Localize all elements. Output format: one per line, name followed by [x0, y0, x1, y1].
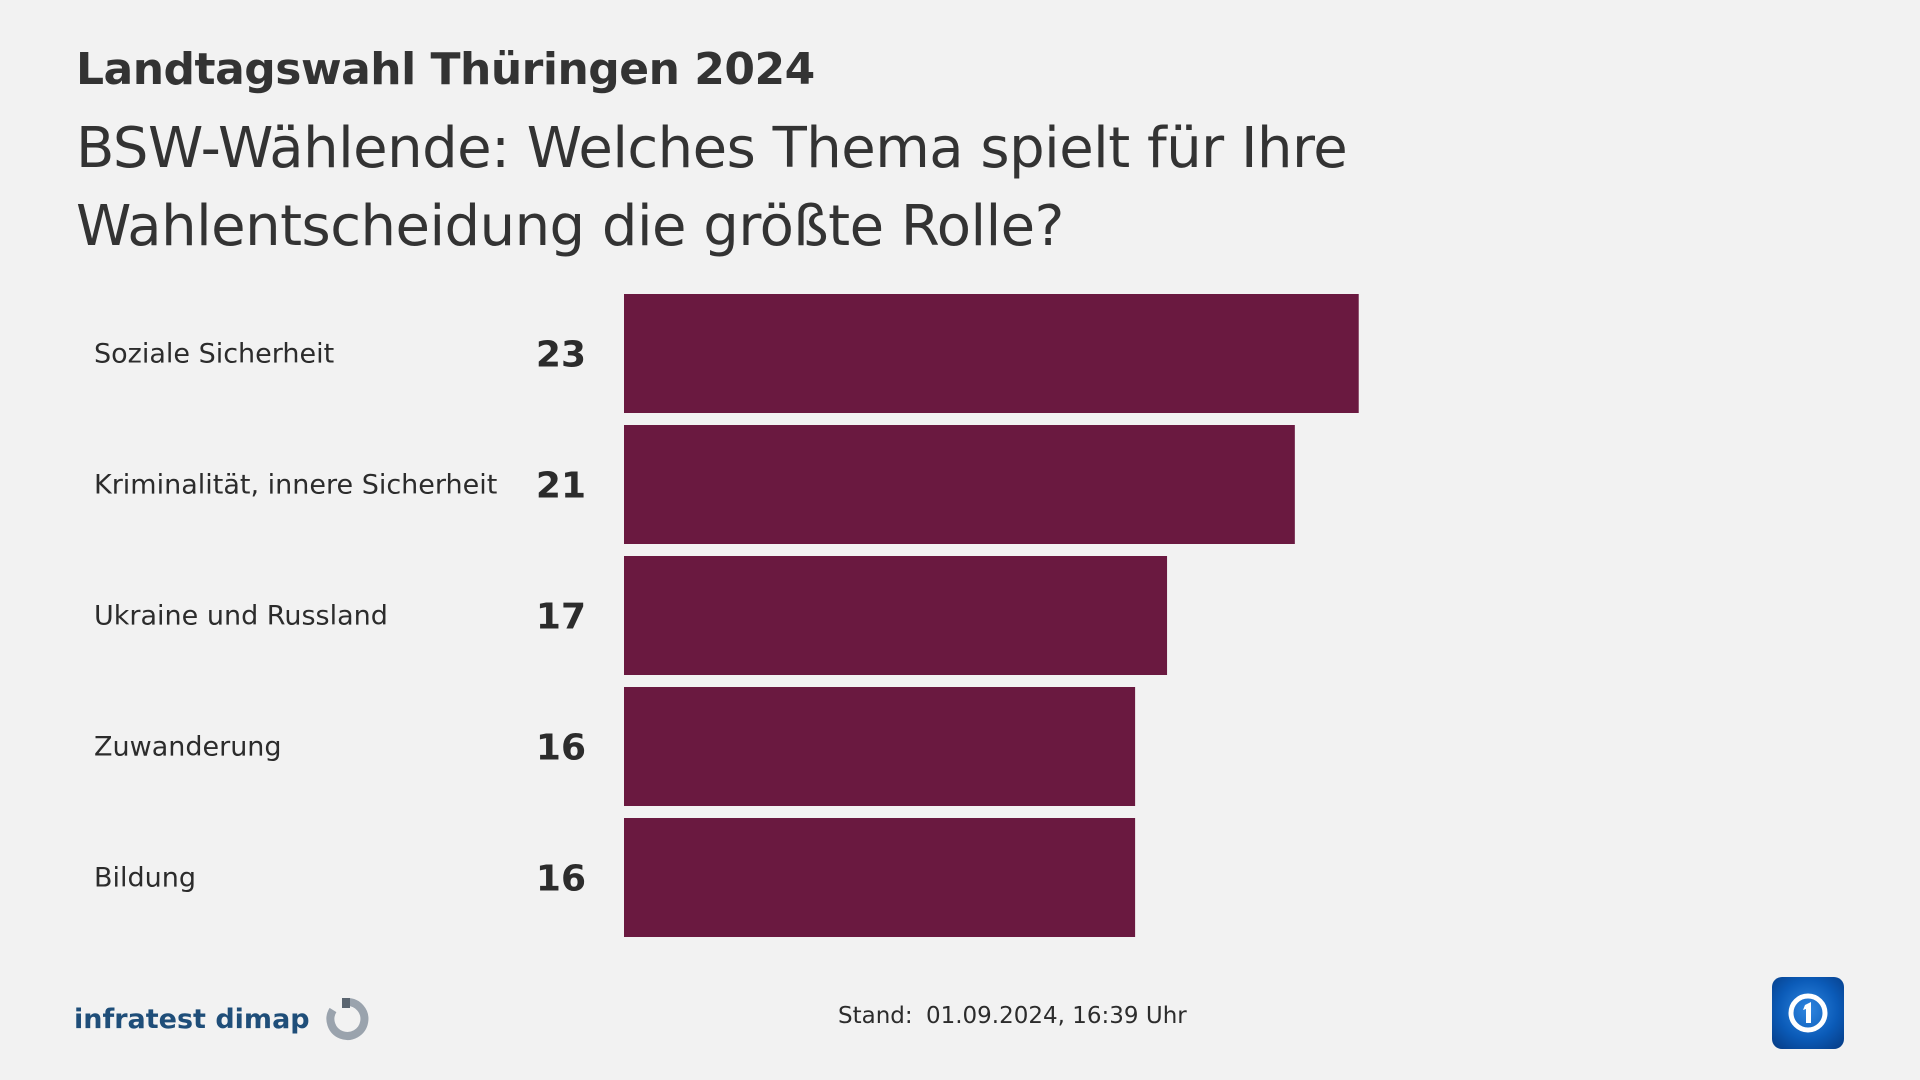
- chart-title: BSW-Wählende: Welches Thema spielt für I…: [76, 116, 1348, 259]
- category-label: Ukraine und Russland: [94, 601, 388, 632]
- category-label: Kriminalität, innere Sicherheit: [94, 470, 497, 501]
- category-label: Zuwanderung: [94, 732, 282, 763]
- value-label: 16: [536, 728, 586, 769]
- category-label: Soziale Sicherheit: [94, 339, 334, 370]
- source-name: infratest dimap: [74, 1003, 310, 1035]
- source-credit: infratest dimap: [74, 996, 370, 1042]
- value-label: 17: [536, 597, 586, 638]
- bar: [624, 425, 1295, 544]
- chart-kicker: Landtagswahl Thüringen 2024: [76, 44, 815, 95]
- infratest-dimap-logo-icon: [326, 997, 369, 1040]
- value-label: 23: [536, 335, 586, 376]
- bar: [624, 556, 1168, 675]
- bar-chart: Soziale Sicherheit 23 Kriminalität, innere…: [94, 294, 1359, 937]
- chart-header: Landtagswahl Thüringen 2024 BSW-Wählende…: [76, 40, 1856, 266]
- value-label: 21: [536, 466, 586, 507]
- bar: [624, 294, 1359, 413]
- timestamp-label: Stand:: [838, 1003, 913, 1029]
- das-erste-one-icon: [1788, 993, 1828, 1033]
- timestamp-value: 01.09.2024, 16:39 Uhr: [925, 1003, 1187, 1029]
- timestamp: Stand: 01.09.2024, 16:39 Uhr: [838, 1003, 1193, 1029]
- category-label: Bildung: [94, 863, 196, 894]
- bar: [624, 687, 1136, 806]
- das-erste-logo-icon: [1772, 977, 1844, 1049]
- bar: [624, 818, 1136, 937]
- value-label: 16: [536, 859, 586, 900]
